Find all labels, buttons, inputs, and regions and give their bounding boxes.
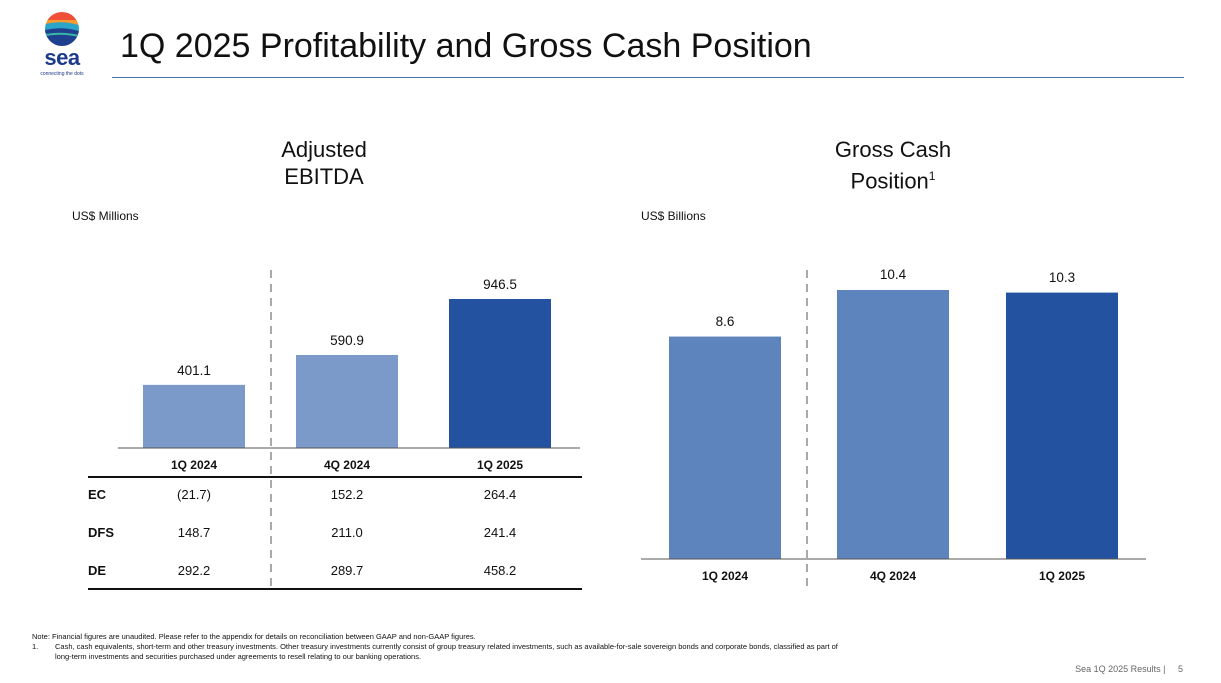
segment-value-cell: 241.4 [483, 525, 517, 540]
ebitda-category-label: 1Q 2025 [476, 458, 524, 472]
gross-cash-category-label: 1Q 2025 [1038, 569, 1086, 583]
page-title: 1Q 2025 Profitability and Gross Cash Pos… [120, 27, 812, 65]
right-chart-title-line1: Gross Cash [834, 137, 952, 162]
ebitda-value-label: 590.9 [330, 332, 364, 348]
ebitda-category-label: 4Q 2024 [323, 458, 371, 472]
logo-wordmark: sea [44, 45, 80, 70]
footnote-1-line2: long-term investments and securities pur… [55, 652, 422, 661]
gross-cash-category-label: 4Q 2024 [869, 569, 917, 583]
ebitda-value-label: 401.1 [177, 362, 211, 378]
right-chart-unit: US$ Billions [641, 209, 706, 223]
segment-value-cell: 148.7 [177, 525, 211, 540]
segment-value-cell: (21.7) [177, 487, 211, 502]
left-chart-title-line1: Adjusted [281, 137, 367, 162]
segment-value-cell: 289.7 [330, 563, 364, 578]
ebitda-category-label: 1Q 2024 [170, 458, 218, 472]
segment-value-cell: 292.2 [177, 563, 211, 578]
sea-logo: sea connecting the dots [38, 12, 86, 82]
segment-value-cell: 264.4 [483, 487, 517, 502]
right-chart-title: Gross Cash Position1 [793, 136, 993, 194]
left-chart-title-line2: EBITDA [284, 164, 364, 189]
segment-value-cell: 211.0 [331, 525, 363, 540]
gross-cash-value-label: 10.4 [879, 267, 907, 282]
segment-row-label: DE [88, 563, 107, 578]
segment-value-cell: 152.2 [330, 487, 364, 502]
note-footnote: Note: Financial figures are unaudited. P… [32, 632, 476, 641]
ebitda-value-label: 946.5 [483, 277, 517, 292]
gross-cash-value-label: 10.3 [1048, 269, 1076, 285]
left-chart-unit: US$ Millions [72, 209, 139, 223]
segment-value-cell: 458.2 [483, 563, 517, 578]
right-chart-title-line2: Position1 [793, 163, 993, 194]
sea-logo-icon [45, 12, 79, 46]
footnote-marker: 1 [928, 169, 936, 183]
segment-row-label: EC [88, 487, 107, 502]
gross-cash-category-label: 1Q 2024 [701, 569, 749, 583]
gross-cash-value-label: 8.6 [715, 313, 735, 329]
footnote-1-number: 1. [32, 642, 39, 651]
page-number: 5 [1177, 664, 1183, 674]
header-divider [112, 77, 1184, 78]
logo-tagline: connecting the dots [40, 71, 84, 77]
page-footer: Sea 1Q 2025 Results | 5 [1075, 664, 1183, 674]
footer-text: Sea 1Q 2025 Results | [1075, 664, 1166, 674]
segment-row-label: DFS [88, 525, 114, 540]
right-chart-title-line2-text: Position [850, 168, 929, 194]
footnote-1-line1: Cash, cash equivalents, short-term and o… [55, 642, 838, 651]
left-chart-title: Adjusted EBITDA [224, 136, 424, 190]
